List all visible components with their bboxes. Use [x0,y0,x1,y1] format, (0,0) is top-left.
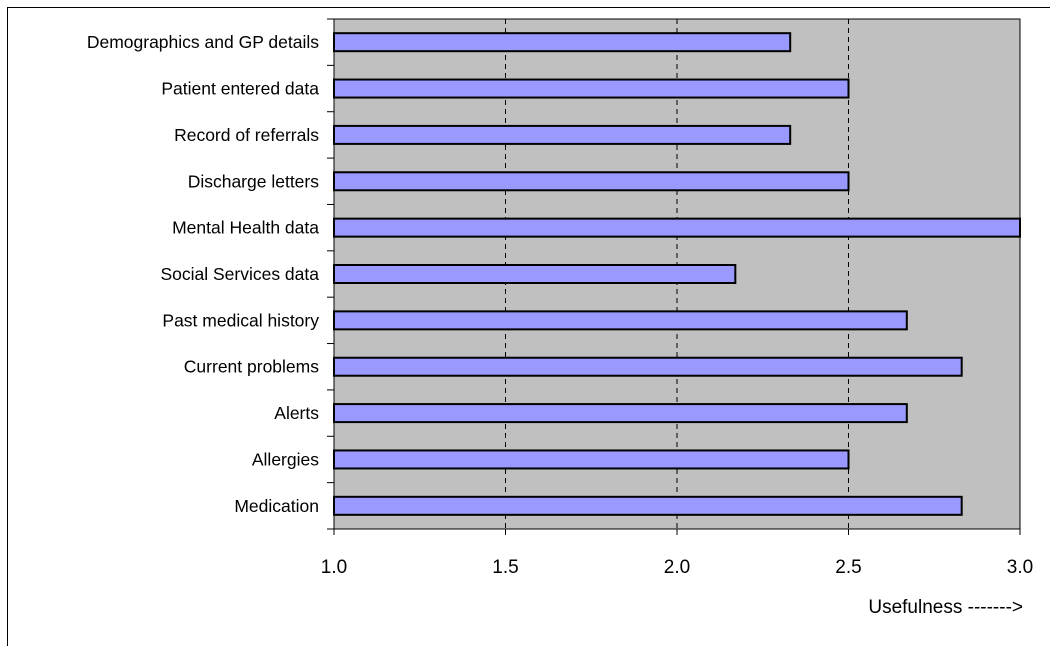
x-tick-label: 2.5 [835,557,861,578]
bar [334,172,849,190]
category-label: Record of referrals [174,125,319,145]
x-axis-label: Usefulness -------> [868,597,1023,618]
bar [334,219,1020,237]
x-tick-label: 1.0 [321,557,347,578]
x-tick-label: 2.0 [664,557,690,578]
bar [334,311,907,329]
bar [334,126,790,144]
category-label: Patient entered data [161,79,319,99]
category-label: Current problems [184,357,319,377]
bar [334,450,849,468]
bar [334,33,790,51]
category-label: Discharge letters [188,171,320,191]
category-label: Past medical history [162,310,319,330]
bar [334,497,962,515]
bar [334,404,907,422]
category-label: Alerts [274,403,319,423]
category-label: Social Services data [160,264,319,284]
x-tick-label: 3.0 [1007,557,1033,578]
category-label: Medication [234,496,319,516]
x-tick-label: 1.5 [492,557,518,578]
plot-area [327,19,1020,535]
bar [334,265,735,283]
category-label: Mental Health data [172,218,319,238]
bar [334,358,962,376]
category-label: Demographics and GP details [87,32,319,52]
bar [334,80,849,98]
category-label: Allergies [252,449,319,469]
